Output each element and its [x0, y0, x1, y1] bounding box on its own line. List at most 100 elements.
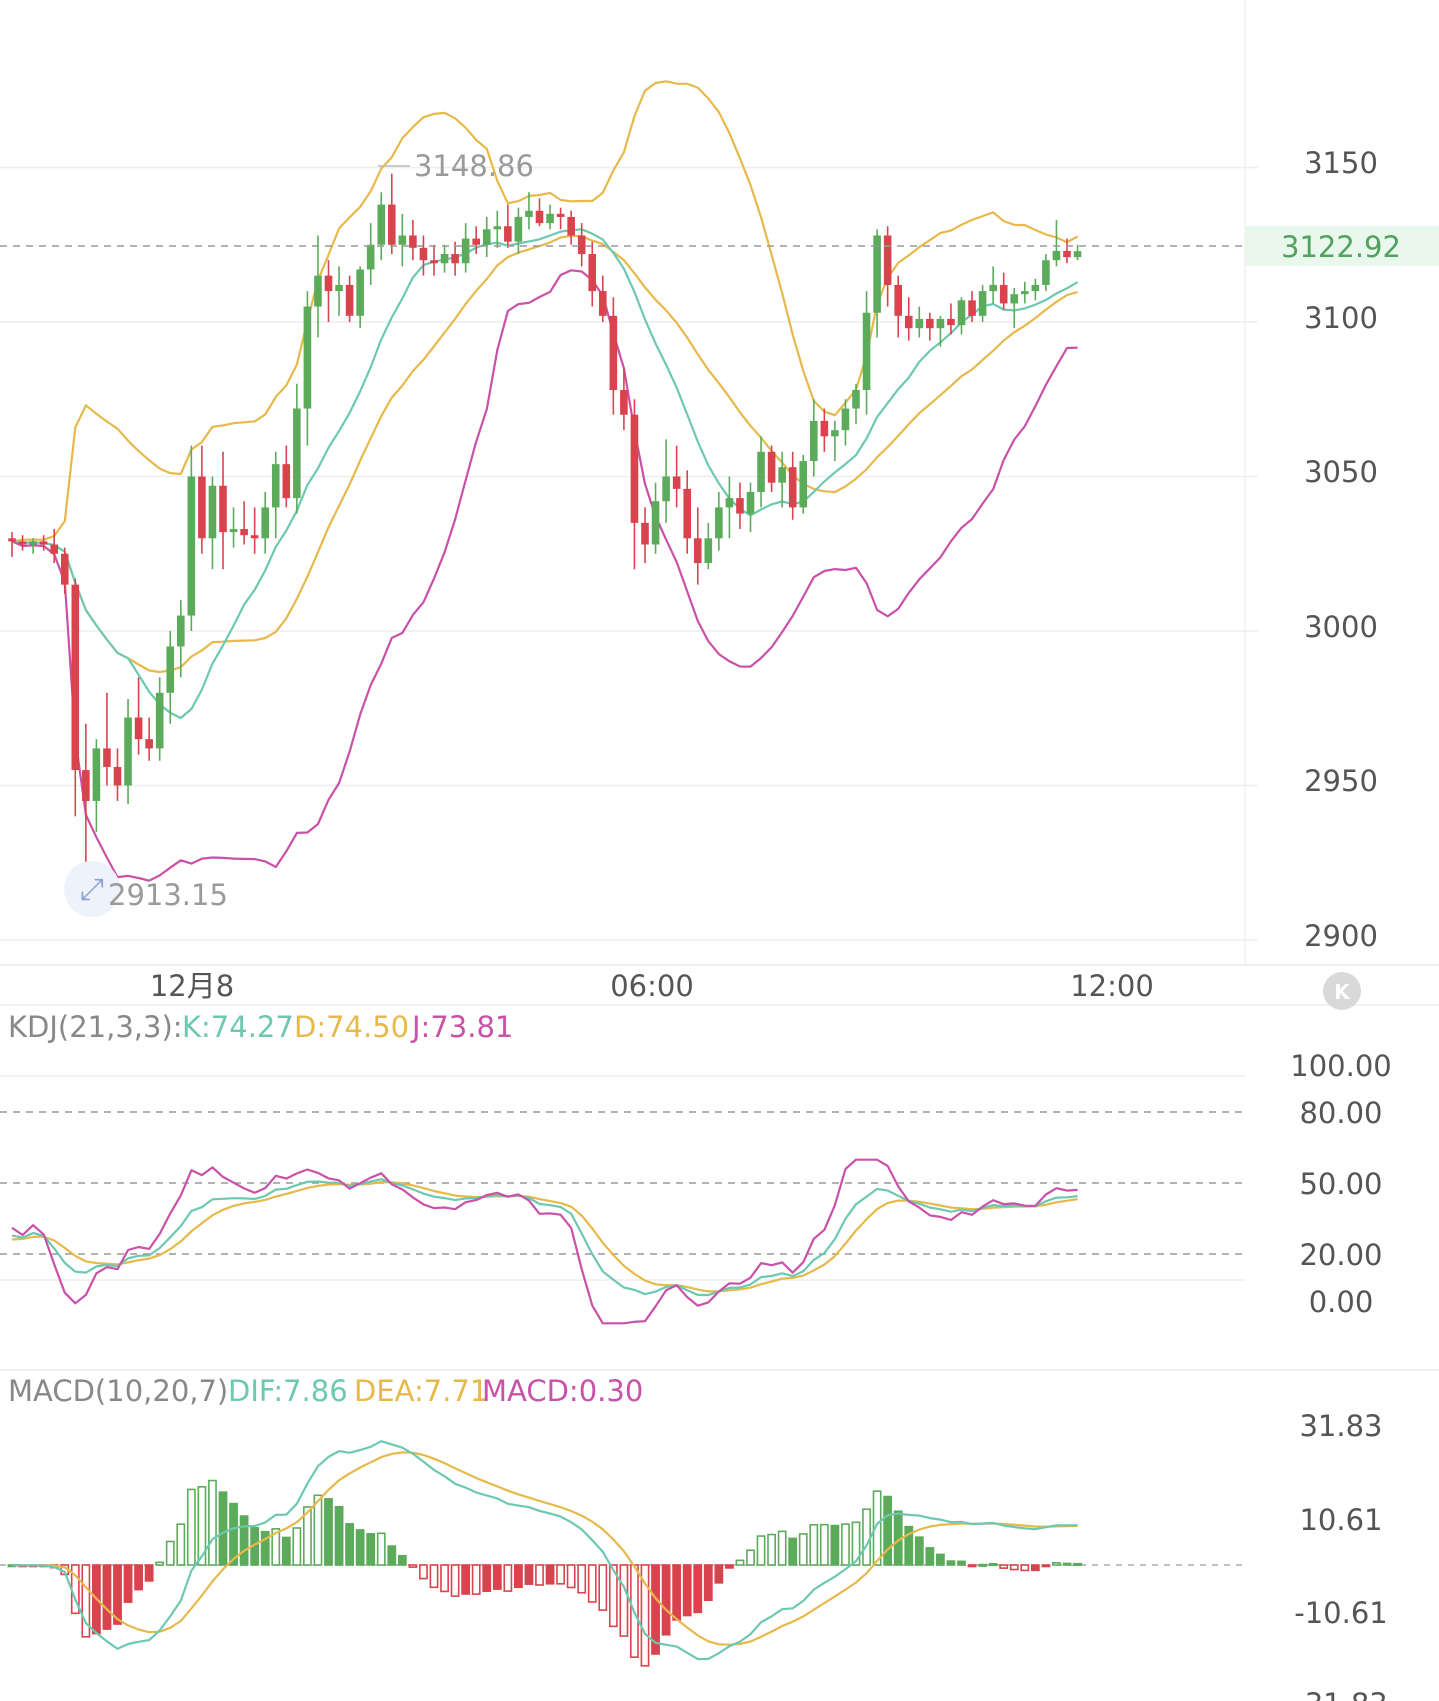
- candle-body: [1031, 284, 1040, 292]
- macd-histogram-bar: [281, 1536, 291, 1566]
- kdj-lines: [0, 1075, 1245, 1325]
- candle-body: [936, 318, 945, 329]
- macd-histogram-bar: [651, 1564, 660, 1655]
- candle-body: [461, 238, 470, 264]
- macd-histogram-bar: [324, 1498, 333, 1566]
- candle-body: [1042, 260, 1050, 285]
- candle-body: [535, 210, 544, 224]
- macd-histogram-bar: [218, 1491, 228, 1566]
- candle-body: [546, 213, 554, 224]
- macd-histogram-bar: [777, 1530, 787, 1566]
- candle-body: [82, 770, 90, 801]
- macd-histogram-bar: [102, 1564, 112, 1630]
- candle-body: [757, 451, 765, 492]
- candle-body: [271, 464, 280, 508]
- candle-body: [799, 461, 808, 508]
- range-icon[interactable]: [64, 861, 120, 917]
- candle-body: [250, 535, 259, 539]
- macd-histogram-bar: [841, 1523, 850, 1566]
- macd-histogram-bar: [967, 1564, 977, 1568]
- macd-histogram-bar: [577, 1564, 587, 1594]
- candle-body: [947, 318, 955, 326]
- candle-body: [841, 408, 850, 431]
- current-price-tag: [1245, 226, 1439, 266]
- candle-body: [240, 529, 248, 536]
- candle-body: [788, 467, 797, 508]
- macd-dif-value: DIF:7.86: [228, 1374, 348, 1408]
- candle-body: [588, 254, 597, 292]
- candle-body: [18, 541, 27, 545]
- macd-histogram-bar: [482, 1564, 492, 1593]
- macd-histogram-bar: [1020, 1564, 1030, 1572]
- macd-histogram-bar: [851, 1521, 861, 1566]
- time-axis: 12月8 06:00 12:00: [150, 969, 1154, 1003]
- macd-histogram-bar: [693, 1564, 703, 1614]
- macd-histogram-bar: [735, 1559, 745, 1566]
- candle-body: [440, 254, 449, 264]
- candle-body: [725, 498, 734, 508]
- candle-body: [999, 284, 1008, 304]
- candle-body: [345, 284, 354, 316]
- candle-body: [314, 275, 322, 307]
- candle-body: [39, 541, 48, 545]
- candle-body: [1073, 251, 1082, 258]
- candle-body: [620, 389, 628, 415]
- macd-histogram-bar: [756, 1535, 766, 1566]
- candle-body: [324, 275, 333, 292]
- macd-histogram-bar: [134, 1564, 143, 1591]
- macd-histogram-bar: [260, 1530, 270, 1566]
- candle-body: [493, 226, 502, 230]
- candle-body: [567, 216, 575, 236]
- macd-title: MACD(10,20,7): [8, 1374, 228, 1408]
- candle-body: [50, 544, 58, 554]
- candle-body: [198, 476, 206, 539]
- candle-body: [430, 260, 438, 264]
- macd-histogram-bar: [925, 1547, 935, 1566]
- back-to-latest-button[interactable]: [1323, 972, 1361, 1010]
- candle-body: [978, 291, 987, 316]
- macd-histogram-bar: [492, 1564, 502, 1590]
- macd-tick: -10.61: [1294, 1596, 1388, 1630]
- macd-histogram-bar: [682, 1564, 692, 1617]
- macd-histogram-bar: [619, 1564, 629, 1637]
- macd-histogram-bar: [355, 1529, 365, 1566]
- candle-body: [894, 284, 902, 316]
- macd-histogram-bar: [640, 1564, 650, 1667]
- boll-lower-line: [11, 269, 1078, 882]
- candle-body: [926, 318, 934, 329]
- macd-histogram-bar: [366, 1533, 376, 1566]
- candle-body: [599, 291, 607, 316]
- macd-histogram-bar: [81, 1564, 91, 1638]
- candle-body: [630, 414, 639, 523]
- macd-histogram-bar: [229, 1502, 238, 1566]
- macd-histogram-bar: [397, 1554, 407, 1566]
- candle-body: [873, 235, 881, 313]
- candle-body: [746, 491, 755, 514]
- macd-histogram-bar: [208, 1479, 217, 1566]
- candle-body: [525, 210, 533, 217]
- macd-histogram-bar: [935, 1553, 945, 1566]
- price-axis: 3150 3100 3050 3000 2950 2900: [1304, 146, 1378, 953]
- macd-histogram-bar: [872, 1490, 882, 1566]
- candle-body: [451, 254, 459, 264]
- candle-body: [957, 300, 966, 326]
- candle-body: [366, 244, 375, 270]
- macd-histogram-bar: [271, 1528, 281, 1566]
- macd-histogram-bar: [672, 1564, 682, 1621]
- macd-histogram-bar: [661, 1564, 671, 1636]
- candle-body: [556, 213, 565, 217]
- candle-body: [968, 300, 976, 316]
- kdj-tick: 100.00: [1290, 1049, 1391, 1083]
- candle-body: [92, 748, 101, 801]
- macd-histogram-bar: [419, 1564, 428, 1580]
- price-tick: 3150: [1304, 146, 1378, 180]
- candle-body: [641, 522, 649, 545]
- macd-histogram-bar: [830, 1524, 840, 1566]
- macd-histogram-bar: [113, 1564, 122, 1625]
- macd-histogram-bar: [176, 1523, 186, 1566]
- kdj-k-line: [11, 1178, 1078, 1297]
- macd-hist-value: MACD:0.30: [482, 1374, 643, 1408]
- kdj-tick: 50.00: [1299, 1167, 1382, 1201]
